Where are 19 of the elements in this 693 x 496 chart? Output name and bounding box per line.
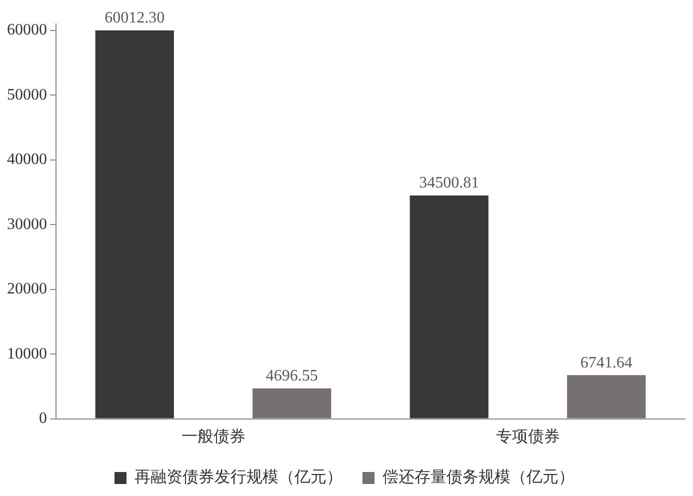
data-label: 34500.81 (419, 174, 480, 192)
x-tick-label: 一般债券 (181, 428, 246, 446)
y-tick-label: 50000 (7, 86, 47, 104)
y-tick-label: 0 (39, 410, 47, 428)
y-tick-label: 30000 (7, 216, 47, 233)
y-tick-label: 60000 (7, 22, 47, 39)
bar (252, 388, 332, 418)
bar (95, 30, 174, 418)
bar (567, 375, 646, 418)
x-tick-label: 专项债券 (496, 428, 560, 446)
legend-label: 偿还存量债务规模（亿元） (382, 468, 574, 486)
data-label: 4696.55 (266, 368, 318, 385)
y-tick-label: 10000 (7, 345, 47, 362)
bar (410, 196, 488, 418)
data-label: 6741.64 (580, 354, 632, 372)
data-label: 60012.30 (104, 10, 165, 27)
y-tick-label: 20000 (7, 280, 47, 298)
y-tick-label: 40000 (7, 151, 47, 168)
legend-label: 再融资债券发行规模（亿元） (134, 468, 342, 486)
